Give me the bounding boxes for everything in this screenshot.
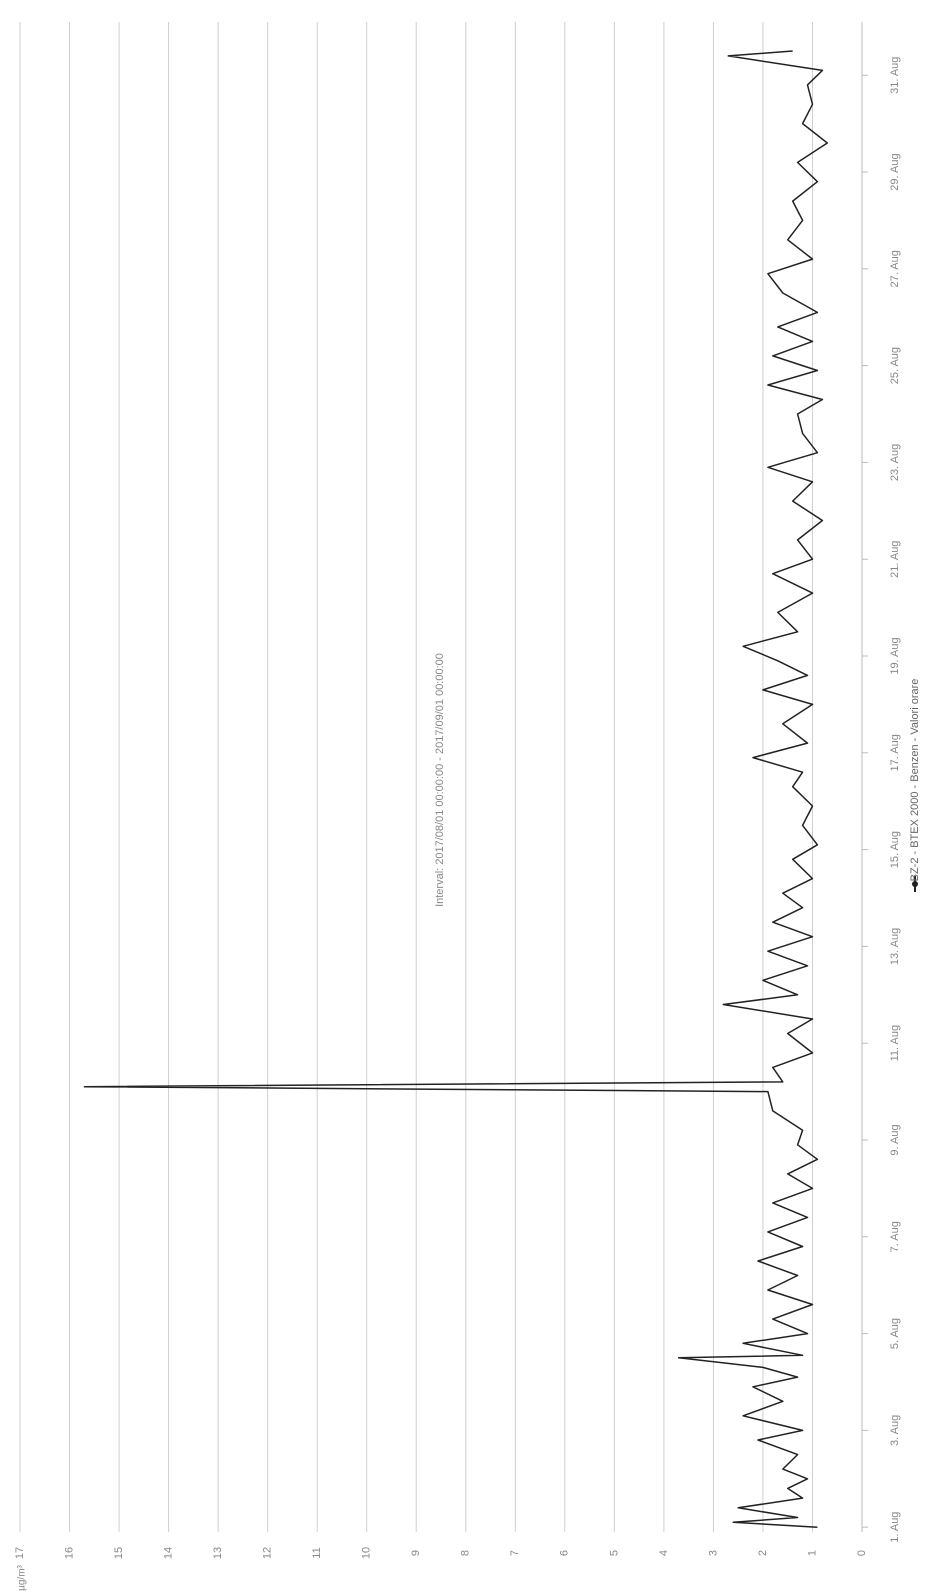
y-tick-label: 17 (14, 1547, 26, 1559)
y-tick-label: 8 (460, 1550, 472, 1556)
x-tick-label: 19. Aug (889, 637, 901, 674)
x-tick-label: 17. Aug (889, 734, 901, 771)
x-tick-label: 25. Aug (889, 347, 901, 384)
x-tick-label: 5. Aug (889, 1318, 901, 1349)
x-tick-label: 11. Aug (889, 1025, 901, 1062)
y-tick-label: 1 (806, 1550, 818, 1556)
y-tick-label: 9 (410, 1550, 422, 1556)
x-tick-label: 3. Aug (889, 1415, 901, 1446)
legend-label: BZ-2 - BTEX 2000 - Benzen - Valori orare (909, 679, 921, 882)
x-tick-label: 7. Aug (889, 1221, 901, 1252)
data-line (83, 50, 829, 1528)
x-tick-label: 1. Aug (889, 1512, 901, 1543)
y-tick-label: 13 (212, 1547, 224, 1559)
y-tick-label: 6 (559, 1550, 571, 1556)
x-tick-label: 13. Aug (889, 928, 901, 965)
x-tick-label: 23. Aug (889, 444, 901, 481)
x-tick-label: 27. Aug (889, 250, 901, 287)
legend-marker (912, 881, 918, 887)
y-tick-label: 10 (361, 1547, 373, 1559)
y-tick-label: 4 (658, 1550, 670, 1556)
y-tick-label: 7 (509, 1550, 521, 1556)
y-tick-label: 14 (162, 1547, 174, 1559)
y-tick-label: 11 (311, 1547, 323, 1558)
y-tick-label: 2 (757, 1550, 769, 1556)
x-tick-label: 29. Aug (889, 153, 901, 190)
chart-title: Interval: 2017/08/01 00:00:00 - 2017/09/… (434, 653, 446, 907)
x-tick-label: 31. Aug (889, 57, 901, 94)
y-tick-label: 16 (63, 1547, 75, 1559)
y-tick-label: 3 (707, 1550, 719, 1556)
x-tick-label: 21. Aug (889, 541, 901, 578)
y-tick-label: 5 (608, 1550, 620, 1556)
y-axis-label: µg/m³ (17, 1564, 28, 1590)
y-tick-label: 12 (262, 1547, 274, 1559)
x-tick-label: 15. Aug (889, 831, 901, 868)
y-tick-label: 0 (856, 1550, 868, 1556)
x-tick-label: 9. Aug (889, 1124, 901, 1155)
y-tick-label: 15 (113, 1547, 125, 1559)
